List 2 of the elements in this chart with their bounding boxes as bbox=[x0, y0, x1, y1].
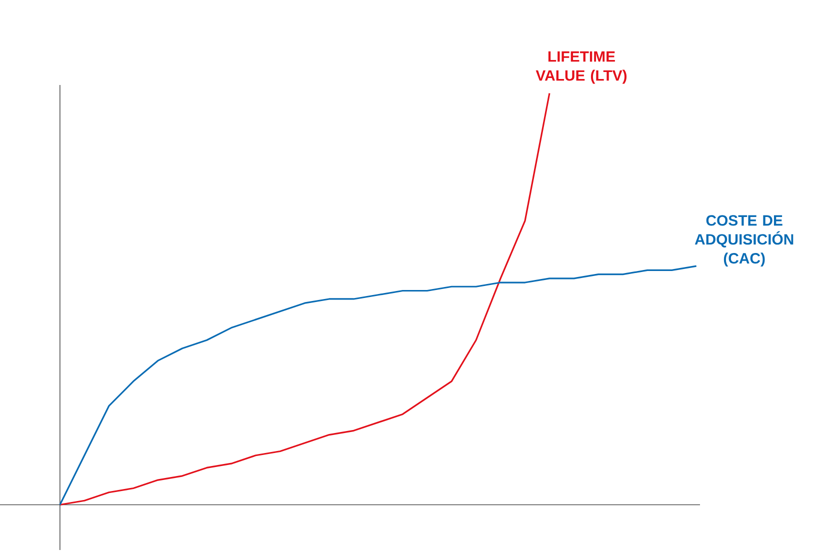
series-label: LIFETIME VALUE (LTV) bbox=[536, 51, 627, 84]
series-label: COSTE DE ADQUISICIÓN (CAC) bbox=[694, 215, 794, 267]
